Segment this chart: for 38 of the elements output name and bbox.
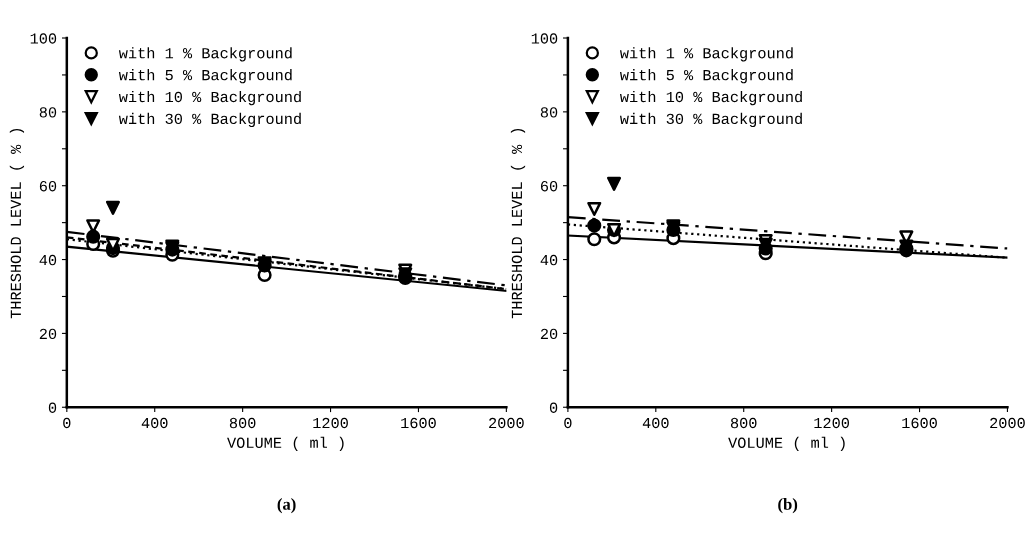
legend-label: with 10 % Background [118,90,301,106]
x-tick-label: 0 [564,417,572,429]
text: (a) [277,498,296,514]
y-tick-label: 80 [540,107,558,118]
x-axis-title: VOLUME ( ml ) [227,436,344,452]
y-tick-label: 0 [549,402,558,413]
y-tick-label: 40 [39,254,57,266]
text: (b) [778,498,798,514]
legend-label: with 30 % Background [118,112,301,128]
legend-label: with 5 % Background [118,69,292,84]
y-tick-label: 0 [48,402,57,413]
y-tick-label: 100 [531,33,558,44]
legend-label: with 10 % Background [620,90,802,106]
legend-label: with 1 % Background [620,47,793,62]
legend-label: with 30 % Background [620,112,802,128]
y-tick-label: 20 [39,328,57,340]
x-tick-label: 0 [63,417,71,429]
x-tick-label: 800 [730,417,757,429]
y-tick-label: 60 [540,181,558,192]
x-axis-title: VOLUME ( ml ) [728,436,845,452]
x-tick-label: 400 [141,417,168,429]
x-tick-label: 400 [642,417,669,429]
legend-label: with 5 % Background [620,69,793,84]
y-axis-title: THRESHOLD LEVEL ( % ) [9,128,25,319]
x-tick-label: 800 [229,417,256,429]
y-axis-title: THRESHOLD LEVEL ( % ) [510,128,526,319]
legend-label: with 1 % Background [118,47,292,62]
x-tick-label: 1200 [313,417,348,429]
x-tick-label: 1600 [902,417,937,429]
y-tick-label: 20 [540,328,558,340]
x-tick-label: 1200 [814,417,850,429]
y-tick-label: 40 [540,254,558,266]
x-tick-label: 1600 [401,417,436,429]
x-tick-label: 2000 [990,417,1025,429]
y-tick-label: 60 [39,181,57,192]
y-tick-label: 100 [30,33,57,44]
y-tick-label: 80 [39,107,57,118]
x-tick-label: 2000 [489,417,524,429]
